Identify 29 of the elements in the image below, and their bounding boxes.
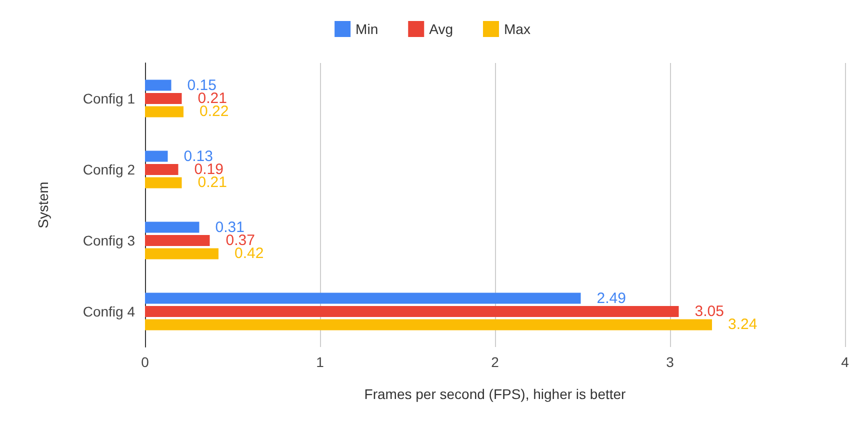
legend-label: Min [356,21,378,37]
data-label: 2.49 [596,290,626,307]
bar [145,93,182,104]
bar [145,319,712,330]
bar [145,164,178,175]
bar [145,106,184,118]
x-tick-label: 1 [316,354,324,370]
bar [145,292,581,304]
y-tick-label: Config 1 [82,90,136,106]
bar [145,177,182,188]
y-tick-label: Config 3 [82,232,136,248]
x-tick-label: 2 [491,354,500,370]
bar [145,235,210,246]
y-tick-label: Config 2 [82,162,136,178]
x-tick-label: 0 [141,354,150,370]
legend-label: Avg [429,21,453,37]
bar [145,150,168,162]
x-axis-title: Frames per second (FPS), higher is better [364,386,626,402]
y-tick-label: Config 4 [82,304,136,320]
bar [145,306,679,317]
legend-label: Max [504,21,530,37]
bar [145,80,172,91]
data-label: 3.24 [728,316,758,334]
y-axis-title: System [35,182,51,228]
bar [145,222,200,233]
data-label: 3.05 [694,303,724,320]
bar [145,248,218,260]
x-tick-label: 3 [666,354,674,370]
x-tick-label: 4 [841,354,850,370]
